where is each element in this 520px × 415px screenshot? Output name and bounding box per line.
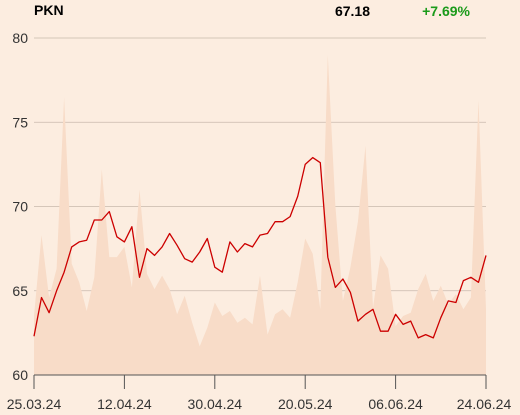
ticker-symbol: PKN [34,2,64,18]
volume-area [34,54,486,376]
y-tick-label: 75 [12,114,28,130]
volume-area-shape [34,54,486,376]
price-line [33,156,487,339]
x-tick-label: 25.03.24 [7,396,62,412]
x-tick-label: 06.06.24 [368,396,423,412]
y-axis: 60 65 70 75 80 [12,30,28,383]
x-tick-label: 12.04.24 [97,396,152,412]
y-tick-label: 70 [12,199,28,215]
x-tick-label: 30.04.24 [188,396,243,412]
y-tick-label: 80 [12,30,28,46]
price-change: +7.69% [422,3,470,19]
x-axis: 25.03.24 12.04.24 30.04.24 20.05.24 06.06.24… [7,374,512,412]
y-tick-label: 60 [12,367,28,383]
x-tick-label: 20.05.24 [278,396,333,412]
y-tick-label: 65 [12,283,28,299]
current-price: 67.18 [335,3,370,19]
price-series-line [33,156,487,339]
x-tick-label: 24.06.24 [457,396,512,412]
